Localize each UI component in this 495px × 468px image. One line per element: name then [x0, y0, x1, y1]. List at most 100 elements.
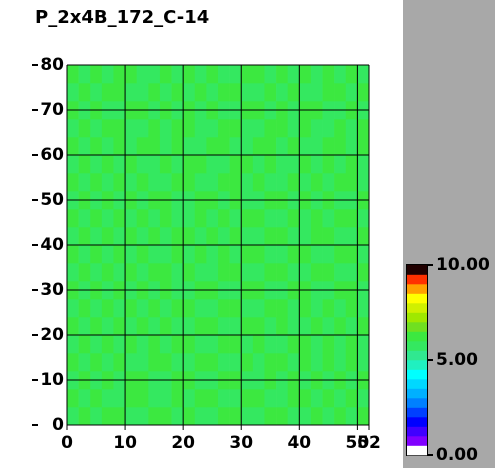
heatmap-cell [125, 209, 137, 228]
heatmap-cell [136, 389, 149, 408]
heatmap-cell [194, 317, 207, 336]
heatmap-cell [299, 209, 312, 228]
heatmap-cell [78, 119, 91, 138]
heatmap-cell [334, 209, 347, 228]
heatmap-cell [67, 173, 79, 192]
heatmap-cell [78, 407, 91, 426]
heatmap-cell [310, 173, 323, 192]
heatmap-cell [101, 83, 114, 102]
y-tick-label: 30 [40, 280, 64, 300]
heatmap-cell [183, 83, 196, 102]
heatmap-cell [218, 353, 230, 372]
heatmap-cell [322, 389, 335, 408]
colorbar-band [407, 379, 427, 389]
heatmap-cell [241, 155, 254, 174]
x-tick-label: 50 [346, 433, 370, 453]
heatmap-cell [159, 155, 172, 174]
heatmap-cell [252, 155, 265, 174]
heatmap-cell [287, 173, 300, 192]
heatmap-cell [287, 137, 300, 156]
heatmap-cell [345, 137, 358, 156]
heatmap-cell [206, 263, 219, 282]
heatmap-cell [229, 407, 242, 426]
heatmap-cell [183, 263, 196, 282]
heatmap-cell [125, 245, 137, 264]
heatmap-cell [101, 389, 114, 408]
heatmap-cell [183, 245, 196, 264]
heatmap-cell [67, 407, 79, 426]
heatmap-cell [252, 65, 265, 84]
heatmap-cell [125, 299, 137, 318]
colorbar-band [407, 322, 427, 332]
heatmap-cell [241, 407, 254, 426]
colorbar-band [407, 436, 427, 446]
heatmap-cell [171, 389, 184, 408]
heatmap-cell [276, 209, 288, 228]
heatmap-cell [171, 335, 184, 354]
heatmap-cell [334, 317, 347, 336]
chart-title: P_2x4B_172_C-14 [35, 7, 209, 28]
heatmap-cell [206, 209, 219, 228]
heatmap-cell [171, 353, 184, 372]
heatmap-cell [264, 263, 277, 282]
heatmap-cell [90, 317, 103, 336]
heatmap-cell [136, 65, 149, 84]
heatmap-cell [148, 65, 161, 84]
heatmap-cell [357, 299, 370, 318]
heatmap-cell [229, 137, 242, 156]
heatmap-cell [206, 137, 219, 156]
heatmap-cell [136, 173, 149, 192]
heatmap-cell [299, 119, 312, 138]
heatmap-cell [357, 65, 370, 84]
heatmap-cell [194, 209, 207, 228]
heatmap-cell [264, 155, 277, 174]
heatmap-cell [113, 263, 126, 282]
colorbar-label: 10.00 [436, 255, 490, 275]
heatmap-cell [357, 155, 370, 174]
heatmap-cell [136, 119, 149, 138]
heatmap-cell [101, 65, 114, 84]
heatmap-cell [206, 317, 219, 336]
heatmap-cell [310, 353, 323, 372]
heatmap-cell [264, 407, 277, 426]
heatmap-cell [287, 335, 300, 354]
heatmap-cell [357, 83, 370, 102]
heatmap-cell [90, 335, 103, 354]
heatmap-cell [276, 155, 288, 174]
heatmap-cell [171, 317, 184, 336]
heatmap-cell [136, 353, 149, 372]
heatmap-cell [101, 155, 114, 174]
heatmap-cell [310, 155, 323, 174]
heatmap-cell [345, 299, 358, 318]
heatmap-cell [345, 335, 358, 354]
heatmap-cell [67, 299, 79, 318]
heatmap-cell [194, 353, 207, 372]
heatmap-cell [183, 353, 196, 372]
heatmap-cell [276, 245, 288, 264]
heatmap-cell [148, 155, 161, 174]
heatmap-cell [113, 335, 126, 354]
heatmap-cell [136, 335, 149, 354]
heatmap-cell [241, 209, 254, 228]
heatmap-cell [241, 317, 254, 336]
heatmap-cell [334, 389, 347, 408]
heatmap-cell [78, 65, 91, 84]
heatmap-cell [67, 263, 79, 282]
heatmap-cell [264, 353, 277, 372]
heatmap-cell [194, 155, 207, 174]
heatmap-cell [218, 245, 230, 264]
x-tick-label: 30 [229, 433, 253, 453]
heatmap-cell [218, 137, 230, 156]
heatmap-cell [67, 245, 79, 264]
heatmap-cell [218, 263, 230, 282]
heatmap-cell [113, 389, 126, 408]
heatmap-cell [310, 317, 323, 336]
heatmap-cell [345, 227, 358, 246]
heatmap-cell [183, 389, 196, 408]
heatmap-cell [334, 245, 347, 264]
heatmap-cell [287, 65, 300, 84]
heatmap-cell [322, 299, 335, 318]
heatmap-cell [90, 407, 103, 426]
heatmap-cell [67, 83, 79, 102]
heatmap-cell [218, 155, 230, 174]
